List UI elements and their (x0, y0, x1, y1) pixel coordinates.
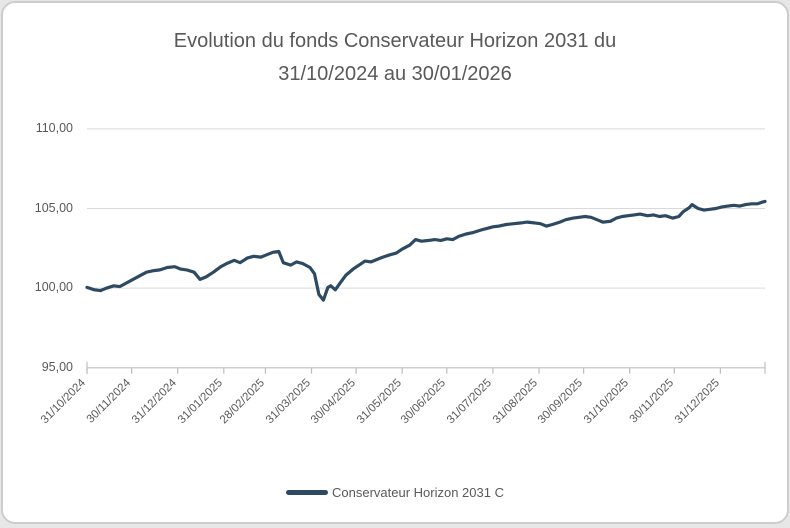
chart-title-line2: 31/10/2024 au 30/01/2026 (278, 63, 512, 85)
chart-title-line1: Evolution du fonds Conservateur Horizon … (173, 30, 617, 52)
y-axis-tick-label: 105,00 (34, 200, 73, 215)
legend: Conservateur Horizon 2031 C (3, 485, 787, 500)
y-axis-tick-label: 110,00 (35, 120, 73, 135)
legend-line-swatch (286, 490, 328, 495)
legend-series-label: Conservateur Horizon 2031 C (332, 485, 504, 500)
series-line (85, 199, 767, 302)
plot-area (85, 128, 767, 374)
y-axis-tick-label: 100,00 (34, 280, 73, 295)
chart-title: Evolution du fonds Conservateur Horizon … (45, 25, 745, 91)
y-axis-tick-label: 95,00 (41, 359, 73, 374)
